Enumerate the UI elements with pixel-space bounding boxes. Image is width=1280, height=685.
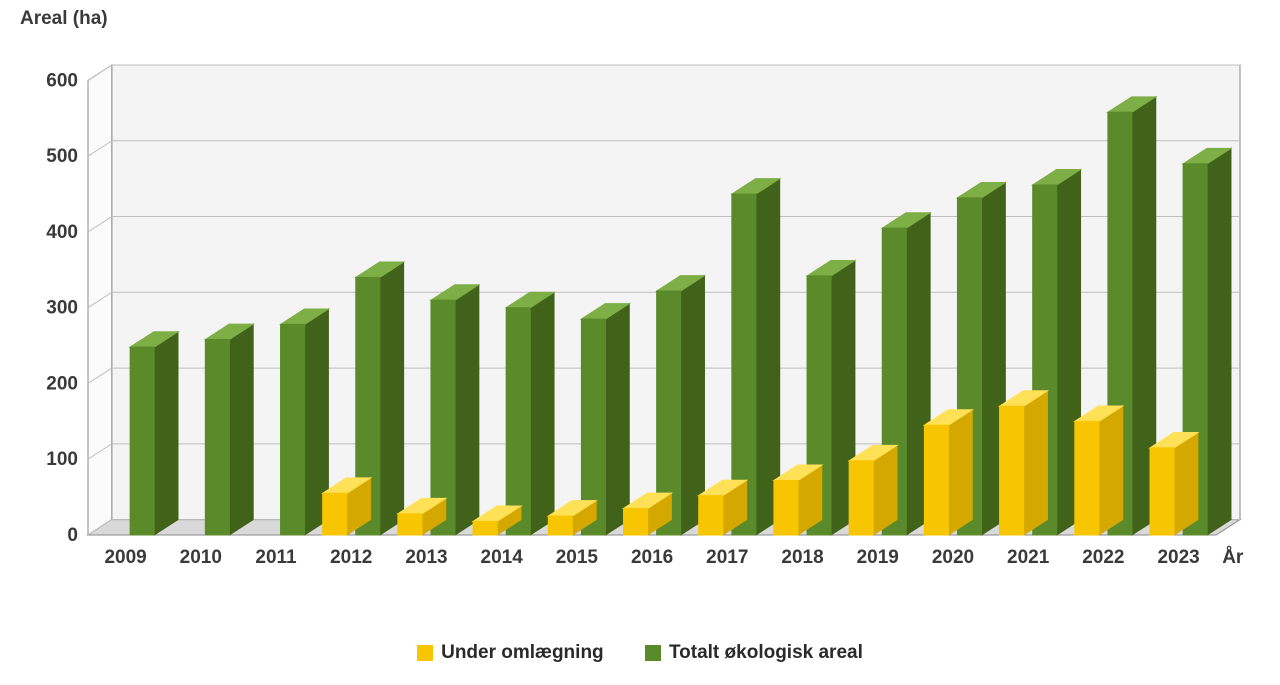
legend-swatch-icon [417, 645, 433, 661]
legend-item-totalt-okologisk-areal: Totalt økologisk areal [645, 642, 863, 664]
svg-text:400: 400 [46, 222, 78, 243]
svg-text:2009: 2009 [104, 547, 146, 568]
svg-text:2019: 2019 [857, 547, 899, 568]
svg-text:600: 600 [46, 70, 78, 91]
legend-label: Totalt økologisk areal [669, 642, 863, 664]
chart-svg: 0 100 200 300 400 500 600 2009 2010 2011 2012 2013 2… [20, 45, 1260, 585]
svg-text:2021: 2021 [1007, 547, 1050, 568]
legend-swatch-icon [645, 645, 661, 661]
svg-text:2016: 2016 [631, 547, 673, 568]
svg-text:2011: 2011 [255, 547, 297, 568]
y-axis-title: Areal (ha) [20, 8, 108, 30]
svg-text:300: 300 [46, 298, 78, 319]
svg-text:100: 100 [46, 449, 78, 470]
chart-legend: Under omlægning Totalt økologisk areal [0, 642, 1280, 667]
svg-text:200: 200 [46, 373, 78, 394]
svg-text:500: 500 [46, 146, 78, 167]
svg-text:2022: 2022 [1082, 547, 1124, 568]
svg-text:2010: 2010 [180, 547, 222, 568]
svg-text:2014: 2014 [481, 547, 524, 568]
svg-text:2017: 2017 [706, 547, 748, 568]
svg-text:2013: 2013 [405, 547, 447, 568]
svg-text:0: 0 [67, 525, 78, 546]
legend-label: Under omlægning [441, 642, 604, 664]
svg-text:2018: 2018 [781, 547, 823, 568]
x-axis-title: År [1222, 547, 1243, 569]
svg-text:2012: 2012 [330, 547, 372, 568]
svg-text:2020: 2020 [932, 547, 974, 568]
svg-text:2023: 2023 [1157, 547, 1199, 568]
legend-item-under-omlaegning: Under omlægning [417, 642, 604, 664]
svg-text:2015: 2015 [556, 547, 599, 568]
areal-chart: 0 100 200 300 400 500 600 2009 2010 2011 2012 2013 2… [20, 45, 1260, 585]
